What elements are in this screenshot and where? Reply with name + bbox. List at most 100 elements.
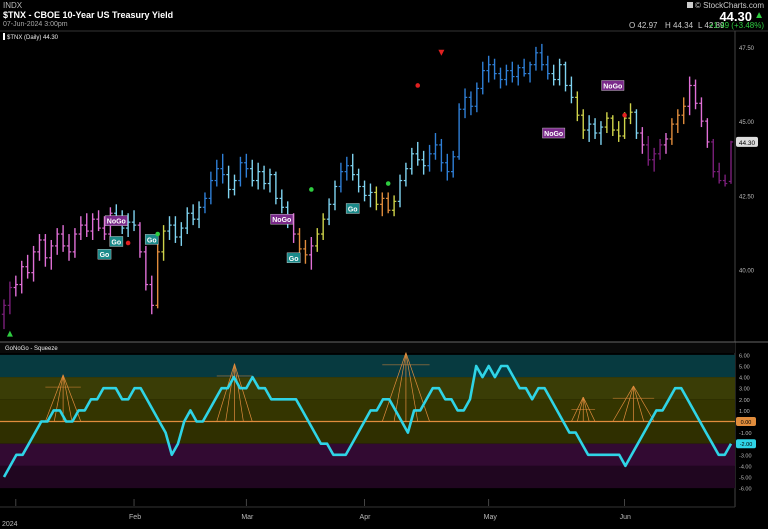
squeeze-marker-line xyxy=(62,374,73,422)
oscillator-y-tick-label: -1.00 xyxy=(739,431,752,437)
oscillator-zone xyxy=(0,354,735,378)
oscillator-last-value-label: -2.00 xyxy=(740,442,753,448)
ohlc-low: L 42.89 xyxy=(698,21,724,30)
index-label: INDX xyxy=(3,1,23,10)
squeeze-marker-line xyxy=(633,385,645,422)
oscillator-zone xyxy=(0,421,735,444)
chart-title: $TNX - CBOE 10-Year US Treasury Yield xyxy=(3,10,174,20)
oscillator-y-tick-label: 6.00 xyxy=(739,353,750,359)
oscillator-y-tick-label: -4.00 xyxy=(739,464,752,470)
ohlc-high: H 44.34 xyxy=(665,21,693,30)
oscillator-zone xyxy=(0,377,735,400)
x-axis-tick-label: Apr xyxy=(360,514,372,521)
brand-label: © StockCharts.com xyxy=(686,1,764,10)
price-last-value-tag xyxy=(736,136,758,147)
signal-label-box xyxy=(104,215,128,226)
squeeze-marker-line xyxy=(622,385,634,422)
up-arrow-icon: ▲ xyxy=(754,10,764,21)
signal-label-nogo: NoGo xyxy=(272,217,291,224)
ohlc-high-key: H xyxy=(665,21,671,30)
signal-label-nogo: NoGo xyxy=(107,219,126,226)
price-last-value-label: 44.30 xyxy=(739,140,756,147)
squeeze-marker-line xyxy=(633,385,655,422)
oscillator-y-tick-label: 4.00 xyxy=(739,376,750,382)
signal-dot-go xyxy=(385,181,391,186)
oscillator-y-tick-label: -3.00 xyxy=(739,453,752,459)
signal-label-box xyxy=(542,127,566,139)
signal-label-go: Go xyxy=(100,252,110,259)
signal-label-box xyxy=(97,249,112,260)
oscillator-y-tick-label: 2.00 xyxy=(739,398,750,404)
signal-label-box xyxy=(270,213,294,225)
brand-text: © StockCharts.com xyxy=(694,1,764,10)
brand-icon xyxy=(686,2,693,8)
squeeze-marker-line xyxy=(405,352,430,422)
signal-dot-nogo xyxy=(622,112,627,118)
oscillator-last-value-tag xyxy=(736,439,756,449)
squeeze-marker-line xyxy=(234,363,253,422)
signal-label-box xyxy=(286,252,301,264)
squeeze-line xyxy=(2,364,733,478)
squeeze-marker-line xyxy=(612,385,634,422)
ohlc-low-value: 42.89 xyxy=(704,21,725,30)
oscillator-zone xyxy=(0,465,735,489)
signal-label-go: Go xyxy=(111,239,121,246)
oscillator-title-bar xyxy=(0,342,735,353)
ohlc-low-key: L xyxy=(698,21,703,30)
squeeze-marker-line xyxy=(225,363,235,422)
chart-header: INDX $TNX - CBOE 10-Year US Treasury Yie… xyxy=(0,0,768,30)
signal-triangle-down xyxy=(438,49,445,56)
squeeze-marker-line xyxy=(216,363,235,422)
oscillator-panel: GoNoGo - Squeeze 6.00 5.00 4.00 3.00 2.00 1.00… xyxy=(0,341,768,493)
oscillator-y-tick-label: -5.00 xyxy=(739,476,752,482)
signal-label-go: Go xyxy=(147,237,157,244)
last-price: 44.30 xyxy=(719,9,752,24)
zero-value-label: 0.00 xyxy=(741,420,752,426)
price-panel: $TNX (Daily) 44.30 40.00 42.50 45.00 47.50 No… xyxy=(0,30,768,507)
squeeze-marker-line xyxy=(234,363,244,422)
x-axis: 2024 Feb Mar Apr May Jun xyxy=(0,499,735,528)
x-axis-tick-label: 2024 xyxy=(2,521,18,528)
signal-label-nogo: NoGo xyxy=(603,83,622,90)
oscillator-y-tick-label: 5.00 xyxy=(739,364,750,370)
legend-swatch xyxy=(3,33,5,40)
signal-label-box xyxy=(345,203,360,214)
oscillator-zone xyxy=(0,399,735,422)
signal-dot-nogo xyxy=(415,83,421,88)
price-legend: $TNX (Daily) 44.30 xyxy=(7,35,59,41)
ohlc-open-value: 42.97 xyxy=(637,21,658,30)
signal-dot-go xyxy=(309,187,314,192)
ohlc-open: O 42.97 xyxy=(629,21,658,30)
zero-value-tag xyxy=(736,417,756,426)
price-y-tick-label: 40.00 xyxy=(739,269,755,275)
signal-dot-nogo xyxy=(125,240,131,246)
price-change: +1.49 (+3.48%) xyxy=(708,21,764,30)
oscillator-y-tick-label: 3.00 xyxy=(739,387,750,393)
signal-dot-go xyxy=(155,231,160,237)
oscillator-y-tick-label: 1.00 xyxy=(739,409,750,415)
signal-label-box xyxy=(144,234,159,245)
ohlc-high-value: 44.34 xyxy=(673,21,694,30)
x-axis-tick-label: Jun xyxy=(620,514,631,521)
x-axis-tick-label: Mar xyxy=(241,514,254,521)
price-y-tick-label: 42.50 xyxy=(739,194,755,200)
x-axis-tick-label: Feb xyxy=(129,514,141,521)
price-y-tick-label: 47.50 xyxy=(739,46,755,52)
oscillator-zone xyxy=(0,443,735,466)
squeeze-marker-line xyxy=(53,374,64,422)
oscillator-y-tick-label: -6.00 xyxy=(739,487,752,493)
x-axis-tick-label: May xyxy=(484,514,498,521)
squeeze-marker-line xyxy=(381,352,407,422)
signal-triangle-up xyxy=(6,330,13,337)
date-line: 07-Jun-2024 3:00pm xyxy=(3,21,68,28)
signal-label-go: Go xyxy=(348,206,358,213)
price-y-tick-label: 45.00 xyxy=(739,120,755,126)
signal-label-box xyxy=(109,236,124,247)
signal-label-box xyxy=(601,80,625,91)
signal-label-nogo: NoGo xyxy=(544,131,563,138)
signal-label-go: Go xyxy=(289,256,299,263)
oscillator-legend: GoNoGo - Squeeze xyxy=(5,346,58,352)
squeeze-marker-line xyxy=(45,374,64,422)
ohlc-open-key: O xyxy=(629,21,636,30)
